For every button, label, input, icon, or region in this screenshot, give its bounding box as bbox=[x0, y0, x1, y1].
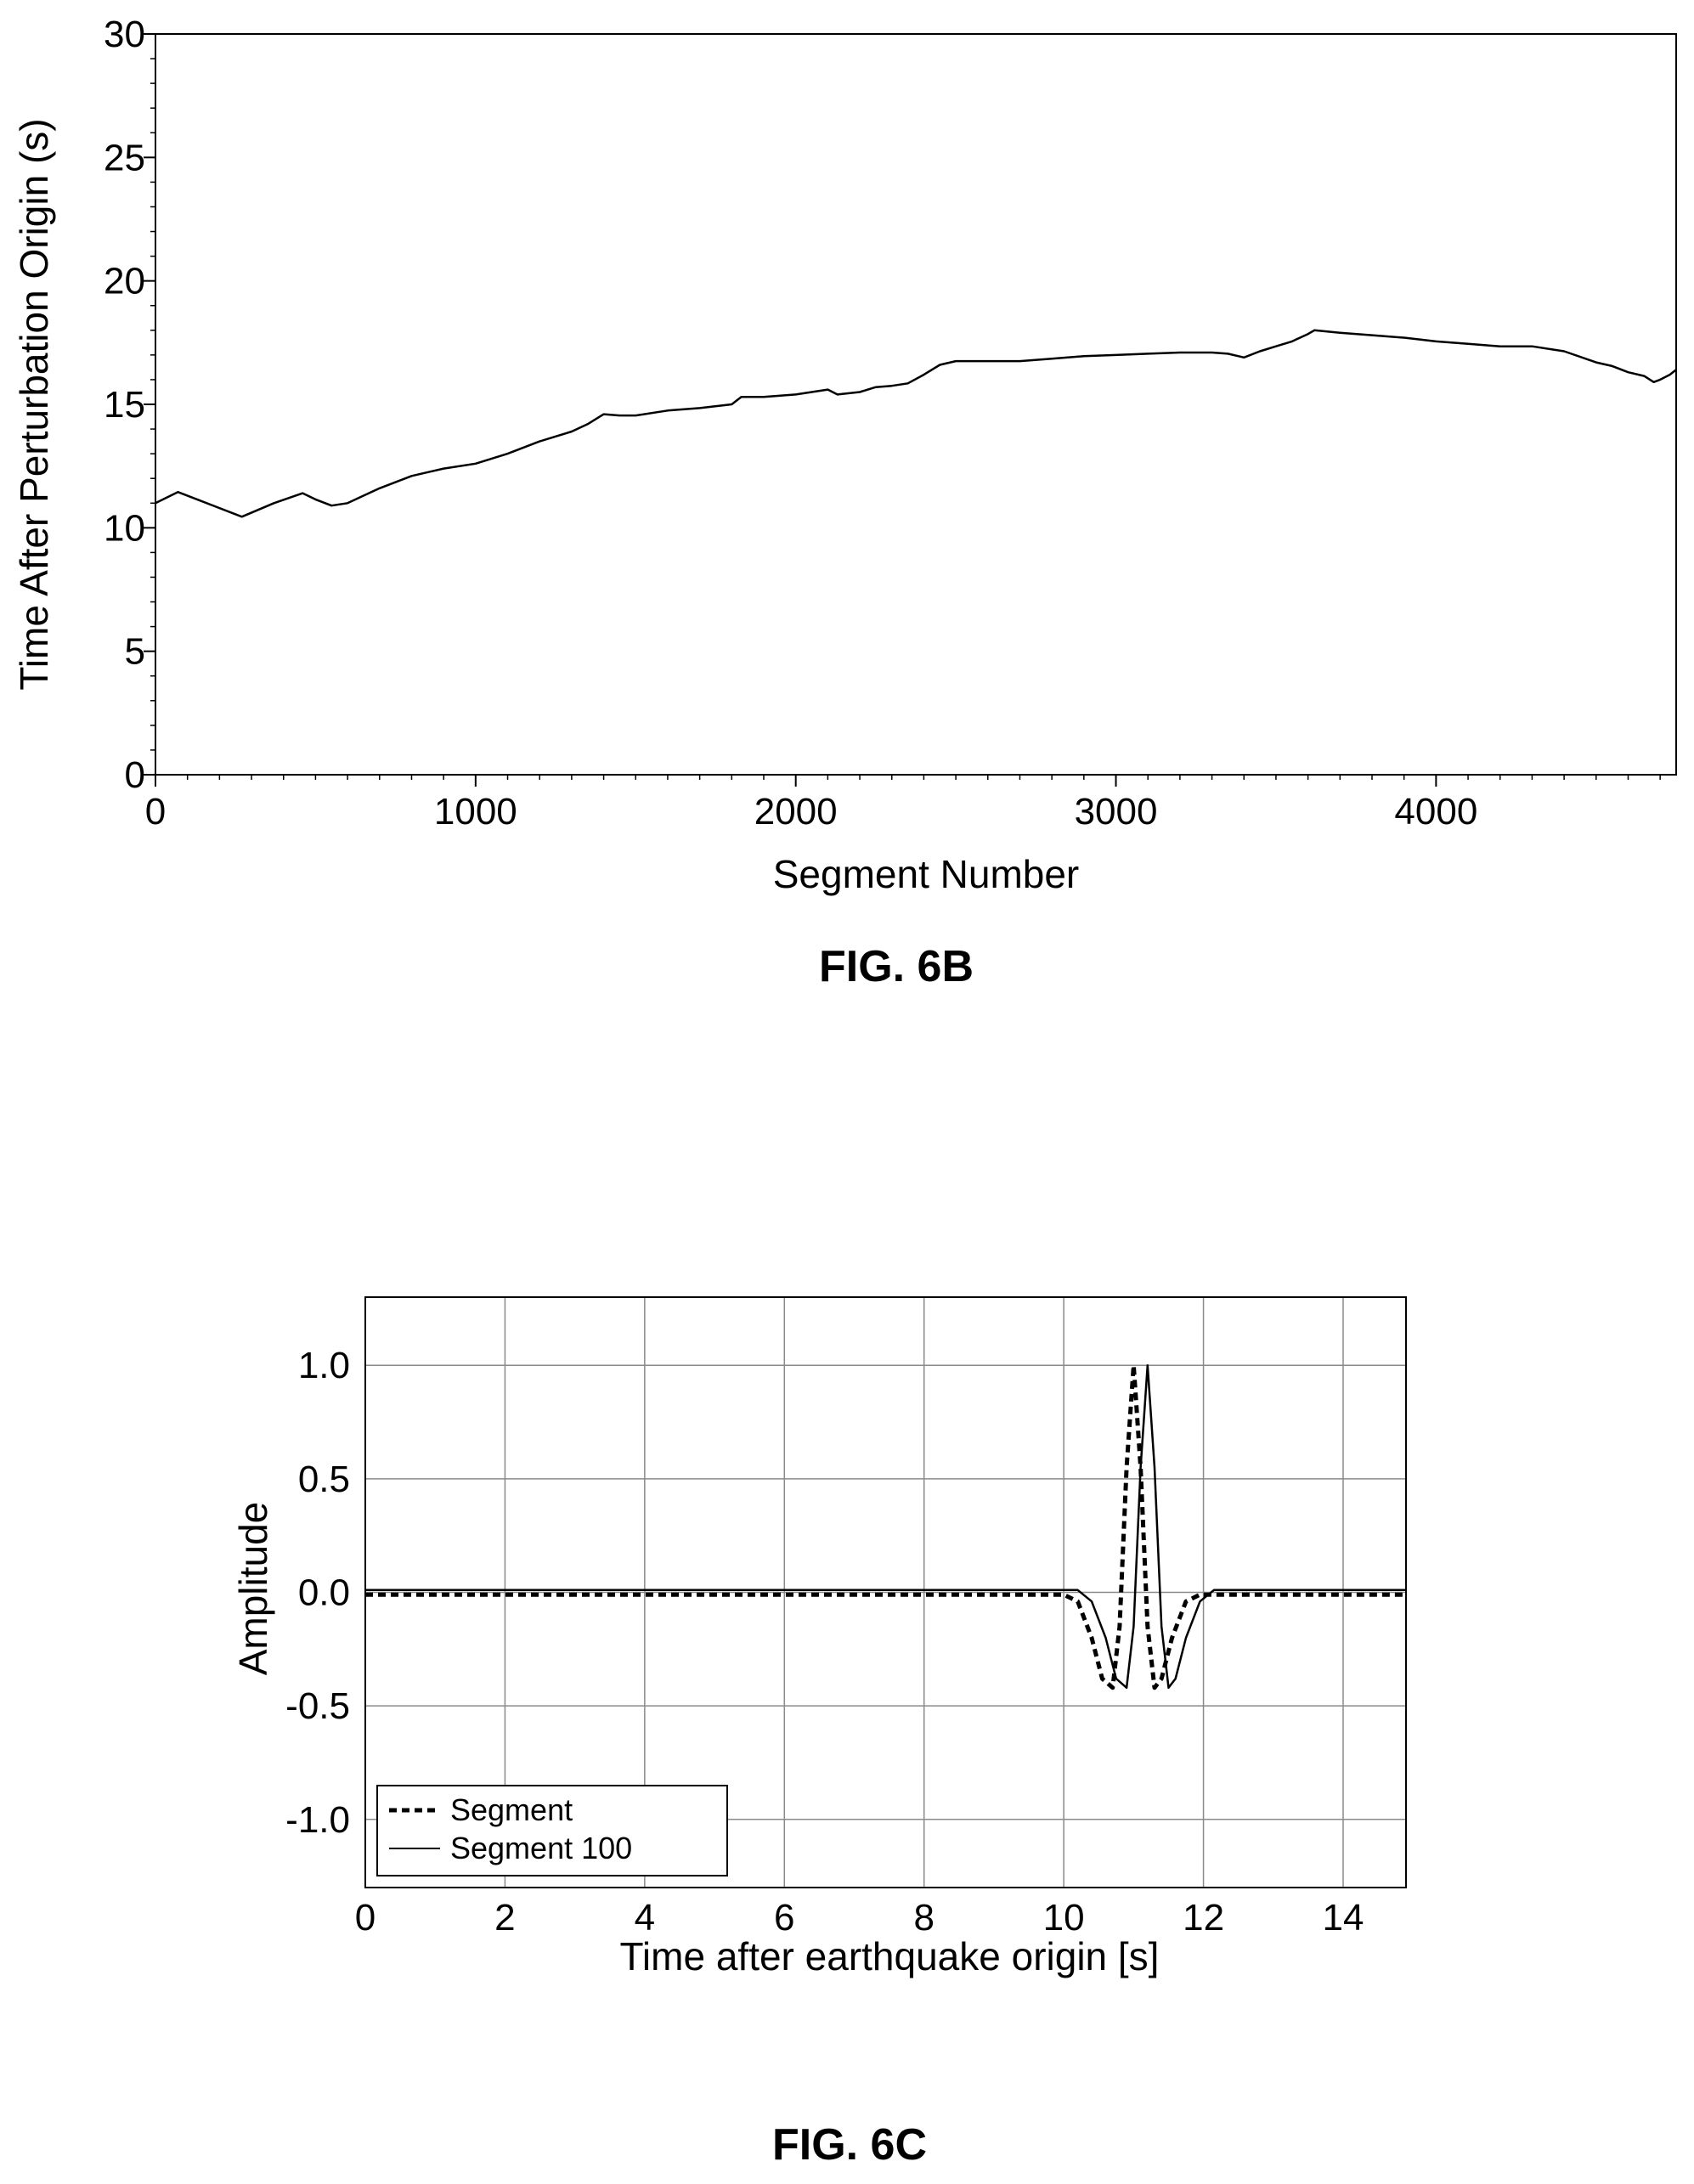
chart-6c: 0 2 4 6 8 10 12 14 -1.0 -0.5 0.0 0.5 1.0 Segment Se… bbox=[231, 1296, 1407, 2170]
x-tick-label: 6 bbox=[774, 1897, 794, 1939]
y-tick-label: 20 bbox=[104, 261, 145, 302]
chart-6b-y-axis-title: Time After Perturbation Origin (s) bbox=[12, 118, 56, 690]
x-tick-label: 0 bbox=[355, 1897, 376, 1939]
y-tick-label: 1.0 bbox=[298, 1345, 350, 1386]
x-tick-label: 12 bbox=[1183, 1897, 1224, 1939]
chart-6b-x-axis-title: Segment Number bbox=[773, 852, 1080, 896]
y-tick-label: 10 bbox=[104, 507, 145, 549]
series-line-segment bbox=[365, 1363, 1406, 1690]
chart-6b: 0 1000 2000 3000 4000 0 5 10 15 20 25 30 Segment N… bbox=[12, 14, 1677, 991]
figure-6c-label: FIG. 6C bbox=[772, 2120, 927, 2170]
y-tick-label: -0.5 bbox=[285, 1685, 350, 1727]
x-tick-label: 3000 bbox=[1075, 791, 1158, 832]
x-tick-label: 2000 bbox=[754, 791, 838, 832]
x-tick-label: 4000 bbox=[1394, 791, 1477, 832]
y-tick-label: 30 bbox=[104, 14, 145, 55]
chart-6b-x-axis: 0 1000 2000 3000 4000 bbox=[145, 775, 1661, 832]
chart-6b-y-axis: 0 5 10 15 20 25 30 bbox=[104, 14, 155, 796]
y-tick-label: 15 bbox=[104, 384, 145, 426]
legend-label-segment: Segment bbox=[450, 1792, 573, 1827]
y-tick-label: 25 bbox=[104, 137, 145, 178]
y-tick-label: 5 bbox=[125, 631, 145, 673]
x-tick-label: 0 bbox=[145, 791, 166, 832]
y-tick-label: -1.0 bbox=[285, 1799, 350, 1841]
chart-6c-legend: Segment Segment 100 bbox=[376, 1785, 728, 1876]
chart-6c-series-group bbox=[365, 1363, 1406, 1690]
y-tick-label: 0 bbox=[125, 754, 145, 796]
series-line bbox=[155, 329, 1677, 518]
x-tick-label: 1000 bbox=[434, 791, 517, 832]
series-line-segment-100 bbox=[365, 1363, 1406, 1690]
chart-6b-plot-frame bbox=[155, 33, 1677, 776]
chart-6c-plot-frame bbox=[364, 1296, 1407, 1888]
legend-label-segment-100: Segment 100 bbox=[450, 1831, 632, 1865]
chart-6c-grid bbox=[365, 1297, 1406, 1888]
x-tick-label: 8 bbox=[913, 1897, 934, 1939]
chart-6b-series-group bbox=[155, 329, 1677, 518]
legend-box bbox=[376, 1785, 728, 1876]
x-tick-label: 2 bbox=[494, 1897, 515, 1939]
x-tick-label: 4 bbox=[635, 1897, 655, 1939]
figure-6b-label: FIG. 6B bbox=[819, 942, 974, 991]
chart-6c-x-axis: 0 2 4 6 8 10 12 14 bbox=[355, 1897, 1364, 1939]
chart-6c-x-axis-title: Time after earthquake origin [s] bbox=[620, 1934, 1160, 1978]
x-tick-label: 10 bbox=[1043, 1897, 1085, 1939]
chart-6c-y-axis-title: Amplitude bbox=[231, 1502, 275, 1676]
chart-6c-y-axis: -1.0 -0.5 0.0 0.5 1.0 bbox=[285, 1345, 350, 1841]
y-tick-label: 0.5 bbox=[298, 1459, 350, 1500]
y-tick-label: 0.0 bbox=[298, 1572, 350, 1614]
x-tick-label: 14 bbox=[1323, 1897, 1364, 1939]
